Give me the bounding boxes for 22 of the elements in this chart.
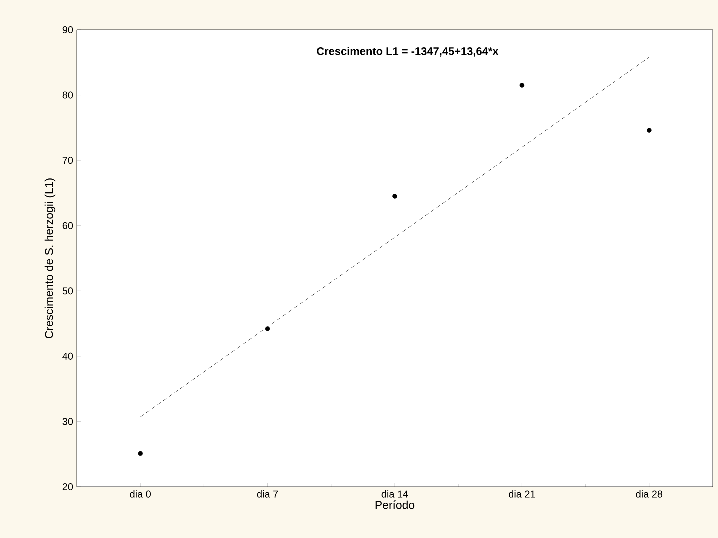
point (138, 451, 143, 456)
y-axis-title: Crescimento de S. herzogii (L1) (44, 178, 56, 338)
line-series (140, 57, 650, 418)
x-axis-title: Período (376, 500, 415, 510)
y-tick-label: 70 (62, 157, 74, 164)
y-tick-label: 40 (62, 352, 74, 360)
point (520, 83, 525, 88)
y-tick-label: 80 (62, 92, 74, 99)
y-tick-label: 60 (62, 222, 74, 230)
y-tick-label: 90 (62, 26, 74, 34)
y-tick-label: 20 (62, 483, 74, 491)
x-tick-label: dia 7 (257, 490, 278, 498)
point (265, 326, 270, 332)
x-tick-label: dia 28 (636, 490, 663, 498)
x-tick-label: dia 14 (382, 490, 408, 498)
y-tick-label: 50 (62, 288, 74, 295)
x-tick-label: dia 0 (130, 490, 152, 498)
x-tick-label: dia 21 (509, 490, 536, 498)
point (392, 194, 398, 199)
annotation: Crescimento L1 = -1347,45+13,64*x (317, 47, 499, 57)
y-tick-label: 30 (62, 418, 74, 426)
point (647, 128, 652, 133)
